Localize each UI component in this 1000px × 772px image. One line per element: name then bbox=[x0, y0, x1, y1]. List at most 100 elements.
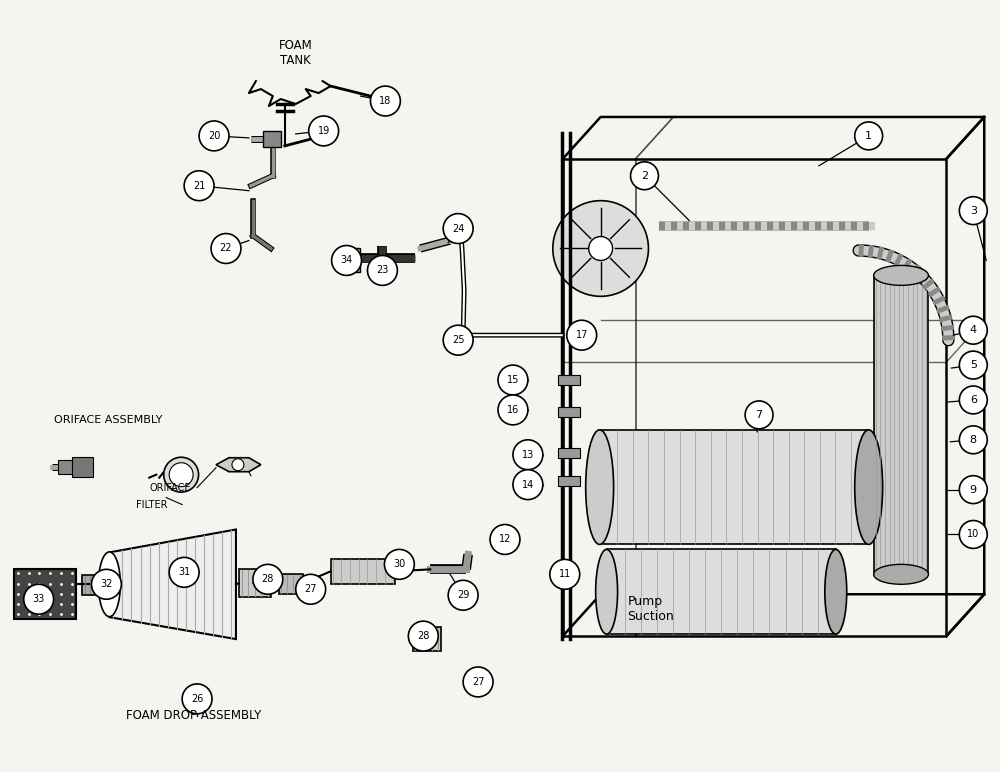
Text: 30: 30 bbox=[393, 560, 405, 570]
Circle shape bbox=[443, 214, 473, 243]
Circle shape bbox=[211, 234, 241, 263]
Bar bbox=[58, 460, 76, 474]
Bar bbox=[607, 550, 836, 634]
Circle shape bbox=[959, 476, 987, 503]
Ellipse shape bbox=[164, 457, 199, 492]
Text: 28: 28 bbox=[262, 574, 274, 584]
Circle shape bbox=[631, 162, 658, 190]
Bar bbox=[72, 457, 93, 476]
Circle shape bbox=[513, 469, 543, 499]
Bar bbox=[14, 569, 76, 619]
Text: 13: 13 bbox=[522, 450, 534, 460]
Text: 7: 7 bbox=[756, 410, 763, 420]
Ellipse shape bbox=[874, 564, 928, 584]
Circle shape bbox=[490, 524, 520, 554]
Bar bbox=[331, 560, 395, 584]
Circle shape bbox=[745, 401, 773, 428]
Text: 26: 26 bbox=[191, 694, 203, 704]
Circle shape bbox=[169, 462, 193, 486]
Circle shape bbox=[232, 459, 244, 471]
Circle shape bbox=[182, 684, 212, 714]
Circle shape bbox=[959, 426, 987, 454]
Bar bbox=[558, 375, 580, 385]
Text: 21: 21 bbox=[193, 181, 205, 191]
Polygon shape bbox=[109, 530, 236, 639]
Text: 15: 15 bbox=[507, 375, 519, 385]
Circle shape bbox=[589, 236, 613, 260]
Text: 22: 22 bbox=[220, 243, 232, 253]
Text: FOAM DROP ASSEMBLY: FOAM DROP ASSEMBLY bbox=[126, 709, 262, 723]
Circle shape bbox=[199, 121, 229, 151]
Circle shape bbox=[384, 550, 414, 579]
Text: 33: 33 bbox=[33, 594, 45, 604]
Text: 32: 32 bbox=[100, 579, 113, 589]
Bar bbox=[558, 407, 580, 417]
Text: 29: 29 bbox=[457, 591, 469, 601]
Circle shape bbox=[443, 325, 473, 355]
Text: Pump
Suction: Pump Suction bbox=[628, 595, 674, 623]
Text: ORIFACE: ORIFACE bbox=[149, 482, 191, 493]
Text: 4: 4 bbox=[970, 325, 977, 335]
Text: 34: 34 bbox=[340, 256, 353, 266]
Text: 6: 6 bbox=[970, 395, 977, 405]
Text: 27: 27 bbox=[304, 584, 317, 594]
Bar bbox=[874, 276, 928, 574]
Text: 24: 24 bbox=[452, 224, 464, 234]
Text: 1: 1 bbox=[865, 131, 872, 141]
Text: 14: 14 bbox=[522, 479, 534, 489]
Circle shape bbox=[959, 520, 987, 548]
Text: 19: 19 bbox=[318, 126, 330, 136]
Text: 3: 3 bbox=[970, 205, 977, 215]
Circle shape bbox=[91, 569, 121, 599]
Bar bbox=[82, 575, 105, 595]
Bar bbox=[263, 131, 281, 147]
Circle shape bbox=[463, 667, 493, 697]
Text: 31: 31 bbox=[178, 567, 190, 577]
Bar bbox=[279, 574, 303, 594]
Circle shape bbox=[498, 365, 528, 395]
Ellipse shape bbox=[596, 550, 618, 634]
Text: 18: 18 bbox=[379, 96, 392, 106]
Text: 10: 10 bbox=[967, 530, 979, 540]
Text: 16: 16 bbox=[507, 405, 519, 415]
Circle shape bbox=[959, 386, 987, 414]
Text: 11: 11 bbox=[559, 569, 571, 579]
Ellipse shape bbox=[874, 266, 928, 286]
Circle shape bbox=[448, 581, 478, 610]
Bar bbox=[346, 249, 360, 273]
Text: 20: 20 bbox=[208, 131, 220, 141]
Circle shape bbox=[855, 122, 883, 150]
Circle shape bbox=[169, 557, 199, 587]
Circle shape bbox=[959, 197, 987, 225]
Text: FILTER: FILTER bbox=[136, 499, 168, 510]
Text: 8: 8 bbox=[970, 435, 977, 445]
Text: 17: 17 bbox=[576, 330, 588, 340]
Bar bbox=[413, 627, 441, 651]
Circle shape bbox=[553, 201, 648, 296]
Bar bbox=[468, 671, 488, 689]
Ellipse shape bbox=[586, 430, 614, 544]
Circle shape bbox=[959, 351, 987, 379]
Circle shape bbox=[24, 584, 54, 615]
Text: FOAM
TANK: FOAM TANK bbox=[279, 39, 313, 67]
Bar bbox=[239, 569, 271, 598]
Text: 5: 5 bbox=[970, 360, 977, 370]
Text: 12: 12 bbox=[499, 534, 511, 544]
Ellipse shape bbox=[855, 430, 883, 544]
Circle shape bbox=[567, 320, 597, 350]
Text: 23: 23 bbox=[376, 266, 389, 276]
Text: 2: 2 bbox=[641, 171, 648, 181]
Circle shape bbox=[309, 116, 339, 146]
Circle shape bbox=[513, 440, 543, 469]
Ellipse shape bbox=[825, 550, 847, 634]
Circle shape bbox=[498, 395, 528, 425]
Circle shape bbox=[370, 86, 400, 116]
Circle shape bbox=[408, 621, 438, 651]
Text: 25: 25 bbox=[452, 335, 464, 345]
Circle shape bbox=[253, 564, 283, 594]
Ellipse shape bbox=[98, 552, 120, 617]
Polygon shape bbox=[216, 458, 261, 472]
Bar bbox=[558, 448, 580, 458]
Text: 9: 9 bbox=[970, 485, 977, 495]
Text: 27: 27 bbox=[472, 677, 484, 687]
